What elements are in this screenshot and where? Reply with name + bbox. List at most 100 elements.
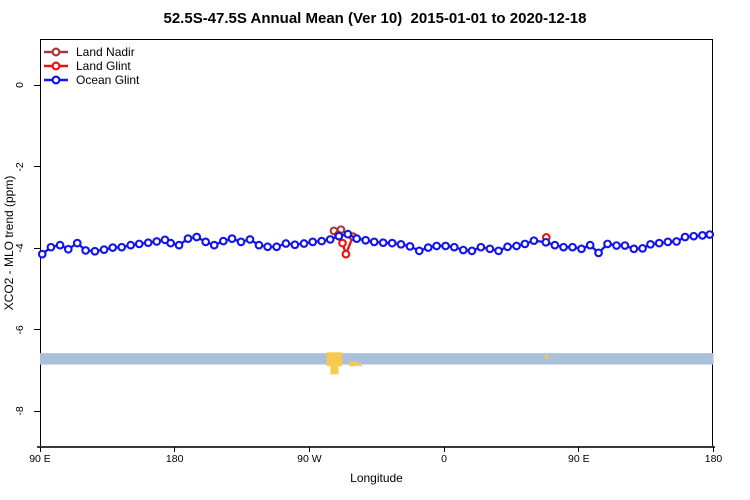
ocean-glint-point bbox=[494, 246, 503, 256]
ocean-glint-point bbox=[108, 243, 118, 252]
ocean-glint-point bbox=[343, 229, 353, 239]
y-tick-label: -8 bbox=[14, 406, 26, 416]
legend-label: Ocean Glint bbox=[76, 73, 140, 87]
ocean-glint-point bbox=[281, 239, 291, 248]
ocean-glint-point bbox=[449, 242, 459, 252]
ocean-glint-point bbox=[290, 240, 300, 250]
ocean-glint-point bbox=[152, 237, 162, 246]
ocean-glint-point bbox=[334, 231, 344, 241]
ocean-glint-point bbox=[663, 237, 673, 247]
x-axis-line bbox=[37, 446, 715, 448]
x-tick-mark bbox=[308, 447, 310, 452]
legend-label: Land Nadir bbox=[76, 45, 135, 59]
x-tick-label: 90 W bbox=[297, 453, 322, 465]
land-nadir-marker-icon bbox=[44, 47, 68, 57]
ocean-glint-point bbox=[646, 239, 655, 249]
ocean-glint-point bbox=[441, 241, 450, 251]
ocean-glint-point bbox=[672, 237, 681, 246]
ocean-glint-point bbox=[134, 239, 144, 249]
yellow-mark bbox=[330, 366, 339, 375]
ocean-glint-point bbox=[245, 235, 255, 244]
ocean-glint-point bbox=[629, 244, 639, 254]
ocean-glint-point bbox=[272, 242, 281, 252]
legend: Land Nadir Land Glint Ocean Glint bbox=[43, 45, 139, 87]
ocean-glint-point bbox=[559, 242, 568, 252]
ocean-glint-point bbox=[192, 232, 202, 242]
ocean-glint-point bbox=[361, 235, 371, 245]
x-tick-label: 180 bbox=[165, 453, 184, 465]
ocean-glint-point bbox=[689, 231, 699, 241]
ocean-glint-point bbox=[585, 240, 595, 250]
ocean-glint-point bbox=[654, 238, 664, 248]
ocean-glint-point bbox=[378, 238, 388, 248]
ocean-glint-point bbox=[423, 243, 433, 252]
ocean-glint-point bbox=[209, 240, 219, 250]
ocean-glint-point bbox=[396, 239, 406, 249]
ocean-glint-point bbox=[166, 238, 176, 248]
y-tick-mark bbox=[34, 410, 40, 412]
ocean-glint-point bbox=[577, 244, 586, 254]
x-tick-mark bbox=[174, 447, 176, 452]
ocean-glint-point bbox=[317, 236, 327, 246]
ocean-glint-point bbox=[476, 242, 486, 252]
ocean-glint-point bbox=[81, 246, 90, 255]
ocean-glint-point bbox=[218, 236, 228, 246]
x-axis-label: Longitude bbox=[350, 471, 403, 485]
x-tick-mark bbox=[713, 447, 714, 452]
x-tick-label: 90 E bbox=[29, 453, 51, 465]
ocean-glint-point bbox=[467, 246, 477, 256]
ocean-glint-point bbox=[117, 242, 127, 252]
ocean-glint-point bbox=[263, 242, 272, 252]
page-title: 52.5S-47.5S Annual Mean (Ver 10) 2015-01… bbox=[163, 10, 587, 27]
y-tick-mark bbox=[34, 84, 40, 86]
ocean-glint-point bbox=[46, 242, 56, 252]
land-glint-point bbox=[341, 249, 351, 259]
ocean-glint-point bbox=[352, 234, 362, 243]
ocean-glint-point bbox=[458, 245, 468, 255]
legend-label: Land Glint bbox=[76, 59, 131, 73]
x-tick-mark bbox=[39, 447, 41, 452]
ocean-glint-point bbox=[503, 242, 512, 252]
y-tick-label: -6 bbox=[14, 324, 26, 335]
x-tick-mark bbox=[578, 447, 580, 452]
yellow-mark bbox=[349, 361, 358, 367]
ocean-glint-point bbox=[485, 244, 495, 254]
ocean-glint-point bbox=[541, 237, 551, 247]
ocean-glint-point bbox=[183, 234, 193, 243]
x-tick-label: 180 bbox=[704, 453, 723, 465]
legend-item-land-nadir: Land Nadir bbox=[43, 45, 139, 59]
y-tick-label: 0 bbox=[14, 82, 26, 88]
y-tick-label: -2 bbox=[14, 161, 26, 172]
land-glint-point bbox=[338, 238, 347, 248]
ocean-glint-point bbox=[529, 236, 539, 246]
ocean-glint-point bbox=[55, 240, 65, 250]
ocean-glint-point bbox=[387, 238, 397, 248]
ocean-glint-point bbox=[63, 244, 73, 254]
ocean-glint-point bbox=[705, 230, 715, 239]
ocean-glint-point bbox=[254, 240, 264, 250]
ocean-glint-point bbox=[603, 239, 612, 249]
ocean-glint-point bbox=[72, 238, 82, 248]
y-tick-mark bbox=[34, 329, 40, 330]
legend-item-land-glint: Land Glint bbox=[43, 59, 139, 73]
legend-item-ocean-glint: Ocean Glint bbox=[43, 73, 139, 87]
ocean-glint-point bbox=[638, 244, 647, 253]
ocean-glint-point bbox=[236, 237, 246, 247]
ocean-glint-point bbox=[680, 232, 690, 242]
ocean-glint-point bbox=[299, 239, 309, 248]
y-tick-label: -4 bbox=[14, 243, 26, 253]
ocean-glint-point bbox=[325, 235, 335, 244]
ocean-glint-point bbox=[520, 239, 530, 249]
ocean-glint-point bbox=[174, 240, 184, 250]
x-tick-label: 90 E bbox=[567, 453, 590, 465]
yellow-mark bbox=[545, 354, 549, 359]
ocean-glint-point bbox=[432, 241, 441, 251]
ocean-glint-point bbox=[126, 240, 136, 250]
ocean-glint-point bbox=[612, 241, 621, 250]
ocean-glint-point bbox=[594, 248, 603, 258]
ocean-glint-point bbox=[37, 249, 47, 259]
yellow-mark bbox=[326, 352, 343, 367]
ocean-glint-point bbox=[405, 242, 415, 251]
